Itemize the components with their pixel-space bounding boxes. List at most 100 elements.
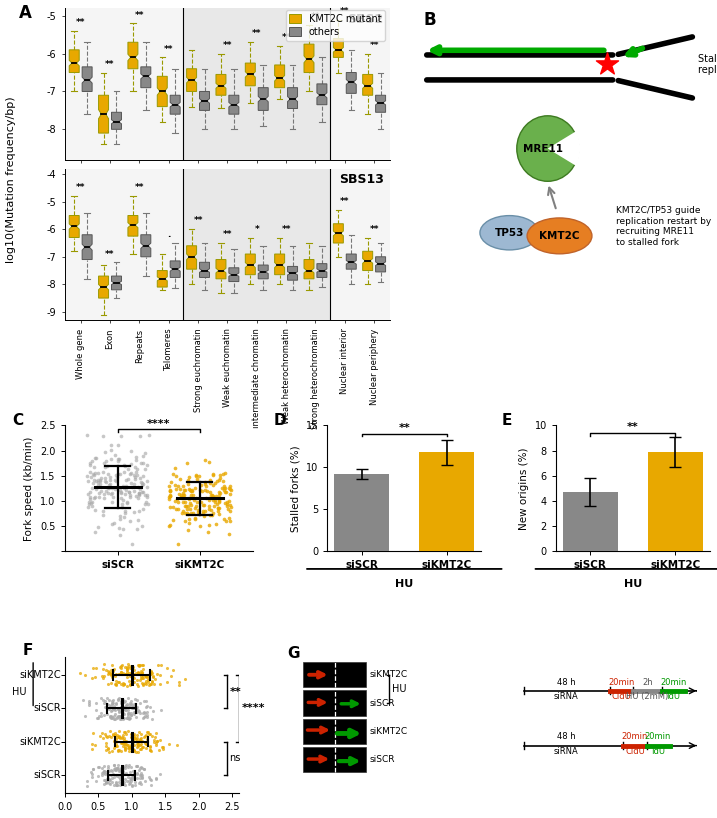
Point (113, 705, 125, 718)
Point (106, 667, 118, 681)
Point (214, 487, 226, 500)
Point (123, 742, 135, 755)
Point (144, 740, 156, 753)
Point (126, 671, 138, 684)
Point (189, 481, 201, 494)
Point (138, 677, 149, 690)
Point (110, 667, 121, 681)
Point (98, 456, 110, 470)
Bar (66, 8, 184, 160)
Point (103, 764, 114, 777)
Point (86, 455, 98, 468)
Point (123, 691, 134, 704)
Point (119, 759, 130, 772)
Point (143, 669, 155, 682)
Point (112, 675, 123, 688)
Point (81, 774, 92, 787)
Point (118, 737, 130, 750)
Point (121, 712, 133, 725)
Point (96, 669, 108, 682)
Bar (330, 8, 398, 160)
Point (152, 658, 163, 672)
Point (118, 762, 129, 775)
Point (133, 764, 145, 777)
Point (189, 512, 201, 525)
Legend: KMT2C mutant, others: KMT2C mutant, others (285, 10, 386, 41)
Point (97, 663, 108, 676)
Point (128, 676, 139, 689)
Point (115, 485, 127, 498)
Polygon shape (111, 276, 121, 290)
Point (108, 696, 119, 709)
Point (156, 740, 168, 753)
Point (143, 770, 155, 783)
Point (122, 707, 133, 720)
Point (116, 762, 128, 775)
Point (124, 677, 136, 690)
Point (224, 488, 235, 501)
Point (126, 734, 138, 747)
Point (133, 487, 145, 500)
Point (203, 500, 214, 513)
Point (112, 702, 123, 715)
Point (103, 768, 114, 781)
Text: 48 h: 48 h (556, 732, 575, 741)
Point (117, 736, 128, 749)
Point (126, 733, 138, 746)
Point (100, 775, 112, 789)
Point (213, 508, 224, 521)
Point (127, 699, 138, 712)
Point (140, 495, 151, 508)
Point (195, 479, 206, 492)
Point (213, 502, 224, 515)
Polygon shape (82, 67, 92, 92)
Point (125, 515, 136, 528)
Point (112, 762, 123, 775)
Point (108, 516, 120, 529)
Point (179, 506, 191, 519)
Point (113, 452, 125, 465)
Polygon shape (245, 254, 255, 275)
Point (225, 501, 237, 514)
Point (105, 667, 117, 680)
Point (136, 771, 147, 784)
Point (107, 487, 118, 500)
Point (139, 462, 151, 475)
Point (85, 465, 96, 479)
Point (185, 484, 196, 497)
Point (161, 662, 172, 675)
Point (199, 498, 210, 511)
Point (111, 762, 123, 775)
Point (163, 737, 175, 750)
Bar (419, 452, 475, 551)
Point (206, 509, 218, 522)
Point (128, 469, 139, 482)
Point (108, 729, 119, 742)
Point (112, 758, 123, 771)
Point (102, 772, 113, 785)
Point (88, 469, 100, 482)
Point (92, 466, 104, 479)
Point (108, 758, 119, 771)
Point (123, 778, 135, 791)
Point (113, 725, 125, 738)
Point (88, 474, 100, 487)
Point (114, 509, 125, 522)
Point (128, 708, 139, 721)
Point (84, 459, 95, 472)
Point (87, 726, 99, 739)
Point (128, 730, 140, 743)
Point (126, 537, 138, 551)
Point (136, 735, 148, 748)
Text: *: * (255, 225, 259, 234)
Point (104, 667, 115, 680)
Point (118, 729, 129, 742)
Point (130, 745, 142, 758)
Point (114, 730, 125, 744)
Point (213, 494, 224, 507)
Point (110, 769, 122, 782)
Point (115, 512, 126, 525)
Point (110, 732, 122, 745)
Point (137, 502, 148, 515)
Point (120, 698, 131, 711)
